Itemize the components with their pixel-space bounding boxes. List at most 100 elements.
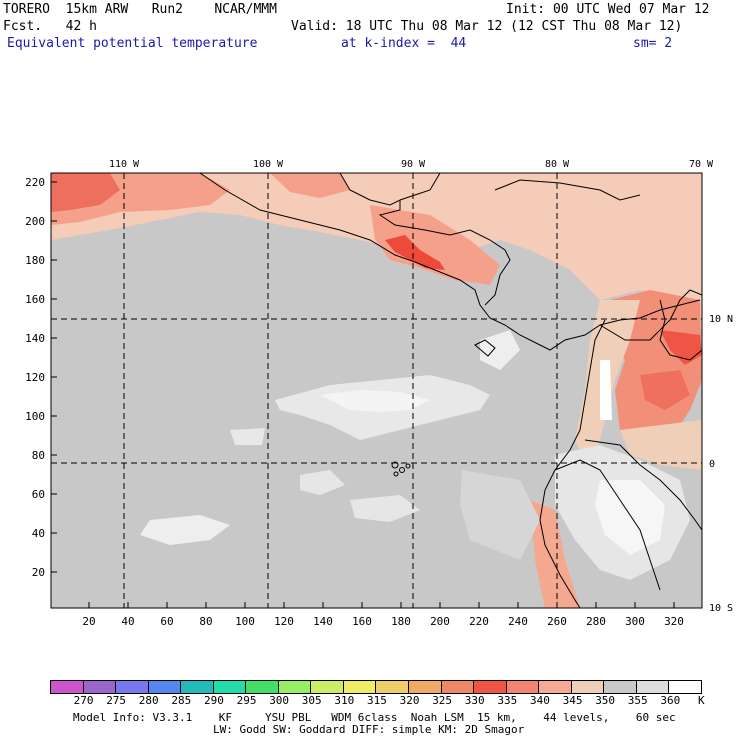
lon-label-80w: 80 W	[545, 159, 570, 170]
field-355k-mid2	[350, 495, 420, 522]
lat-label-10n: 10 N	[709, 314, 733, 325]
legend-label: 360	[660, 694, 681, 707]
field-355k-w	[230, 428, 265, 445]
model-title: TORERO 15km ARW Run2 NCAR/MMM	[3, 2, 277, 17]
x-tick: 280	[586, 615, 606, 628]
x-tick: 140	[313, 615, 333, 628]
map-field	[51, 173, 702, 608]
legend-swatch	[636, 681, 670, 693]
legend-label: 340	[530, 694, 550, 707]
x-tick: 300	[625, 615, 645, 628]
legend-swatch	[181, 681, 214, 693]
y-tick: 40	[32, 527, 45, 540]
legend-swatch	[474, 681, 507, 693]
legend-swatch	[148, 681, 182, 693]
galapagos-islands	[391, 461, 411, 477]
legend-label: 330	[464, 694, 485, 707]
field-340k-east	[610, 290, 702, 450]
y-tick: 160	[25, 293, 45, 306]
init-time: Init: 00 UTC Wed 07 Mar 12	[506, 2, 710, 17]
legend-label: 270	[73, 694, 94, 707]
x-tick: 240	[508, 615, 528, 628]
lon-label-100w: 100 W	[253, 159, 284, 170]
legend-swatch	[51, 681, 84, 693]
x-tick: 20	[82, 615, 95, 628]
x-tick: 100	[235, 615, 255, 628]
lat-label-0: 0	[709, 459, 715, 470]
field-352k-s	[460, 470, 540, 560]
legend-label: 320	[399, 694, 420, 707]
legend-label: 335	[497, 694, 518, 707]
x-tick: 80	[199, 615, 212, 628]
field-345k-amazon	[620, 420, 702, 470]
legend-label: 345	[562, 694, 583, 707]
x-tick: 160	[352, 615, 372, 628]
field-360k-andes-s	[595, 480, 665, 555]
legend-swatch	[311, 681, 344, 693]
legend-swatch	[278, 681, 312, 693]
field-335k-nw	[51, 173, 120, 212]
legend-label: 290	[204, 694, 224, 707]
field-337k-east	[640, 370, 690, 410]
legend-swatch	[376, 681, 410, 693]
legend-swatch	[506, 681, 540, 693]
legend-swatch	[409, 681, 442, 693]
legend-swatch	[571, 681, 605, 693]
x-tick: 120	[274, 615, 294, 628]
x-tick: 320	[664, 615, 684, 628]
field-340k-coast	[530, 500, 580, 608]
field-355k-coast	[480, 330, 520, 370]
legend-swatch	[116, 681, 149, 693]
field-340k-n	[270, 173, 350, 198]
x-tick: 180	[391, 615, 411, 628]
x-tick: 220	[469, 615, 489, 628]
model-info: Model Info: V3.3.1 KF YSU PBL WDM 6class…	[73, 711, 676, 724]
legend-label: 325	[432, 694, 453, 707]
legend-label: 275	[106, 694, 127, 707]
lat-label-10s: 10 S	[709, 603, 733, 614]
legend-swatch	[343, 681, 377, 693]
legend-unit: K	[698, 694, 705, 707]
legend-swatch	[213, 681, 247, 693]
lon-label-110w: 110 W	[109, 159, 140, 170]
legend-label: 295	[236, 694, 257, 707]
field-340k-central	[370, 205, 500, 285]
x-tick: 260	[547, 615, 567, 628]
y-tick: 100	[25, 410, 45, 423]
y-tick: 200	[25, 215, 45, 228]
field-title: Equivalent potential temperature	[7, 36, 258, 51]
valid-time: Valid: 18 UTC Thu 08 Mar 12 (12 CST Thu …	[291, 19, 683, 34]
field-355k-mid	[300, 470, 345, 495]
y-tick: 180	[25, 254, 45, 267]
color-legend	[50, 680, 702, 694]
lon-label-90w: 90 W	[401, 159, 426, 170]
coastlines	[199, 173, 702, 608]
legend-swatch	[83, 681, 117, 693]
legend-label: 285	[171, 694, 192, 707]
x-tick: 40	[121, 615, 134, 628]
legend-label: 280	[138, 694, 159, 707]
legend-swatch	[604, 681, 637, 693]
y-tick: 60	[32, 488, 45, 501]
y-tick: 140	[25, 332, 45, 345]
field-360k-strip	[600, 360, 612, 420]
map-frame	[50, 172, 703, 609]
legend-label: 350	[595, 694, 616, 707]
x-tick: 200	[430, 615, 450, 628]
y-tick: 120	[25, 371, 45, 384]
legend-label: 315	[367, 694, 387, 707]
field-330k-central	[385, 235, 445, 270]
y-tick: 20	[32, 566, 45, 579]
legend-label: 305	[301, 694, 322, 707]
field-335k-east	[660, 330, 702, 365]
field-360k-eq	[320, 390, 430, 412]
level-info: at k-index = 44	[341, 36, 467, 51]
legend-swatch	[539, 681, 572, 693]
legend-label: 355	[627, 694, 648, 707]
legend-label: 310	[334, 694, 355, 707]
forecast-hour: Fcst. 42 h	[3, 19, 97, 34]
smoothing-info: sm= 2	[633, 36, 673, 51]
lon-label-70w: 70 W	[689, 159, 714, 170]
y-tick: 220	[25, 176, 45, 189]
